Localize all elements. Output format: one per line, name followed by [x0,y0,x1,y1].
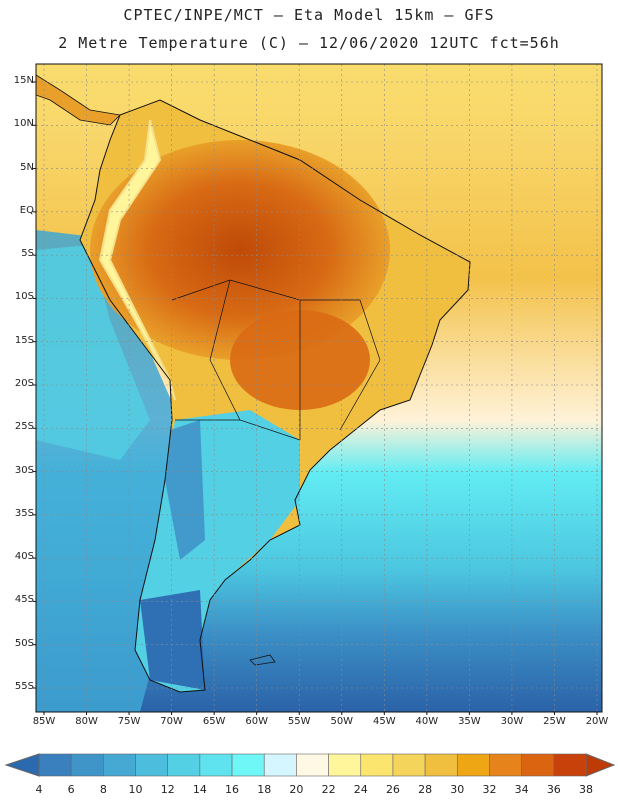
colorbar-label: 14 [192,783,207,796]
lat-label: 10S [14,291,34,303]
colorbar-box [296,753,329,777]
colorbar-box [392,753,426,777]
colorbar-label: 30 [450,783,465,796]
lat-label: 15N [13,75,34,86]
lat-label: 15S [14,334,34,346]
colorbar-label: 18 [257,783,272,796]
lon-label: 80W [75,716,98,727]
lat-label: 25S [14,421,34,433]
lon-label: 50W [330,716,354,727]
lat-label: 50S [14,637,34,649]
lat-label: 5S [21,248,34,260]
lon-label: 65W [202,716,226,727]
colorbar-label: 20 [289,783,304,796]
colorbar-box [360,753,394,777]
lat-label: 5N [20,161,34,173]
lat-label: 35S [14,507,34,519]
colorbar-label: 12 [160,783,175,796]
lon-label: 35W [458,716,481,727]
colorbar-box [199,753,233,777]
colorbar-label: 22 [321,783,336,796]
colorbar-box [521,753,555,777]
colorbar-box [263,753,297,777]
lon-label: 20W [585,716,609,727]
lon-label: 55W [287,716,311,727]
colorbar-low-arrow [4,753,40,777]
lon-label: 25W [543,716,566,727]
lon-label: 70W [160,716,183,727]
falklands [249,654,276,666]
amazon-hot-core [90,140,390,360]
lat-label: 45S [14,594,34,606]
lon-label: 30W [500,716,524,727]
lat-label: 30S [14,464,34,476]
colorbar-box [231,753,265,777]
lon-label: 85W [32,716,56,727]
colorbar-box [70,753,104,777]
lon-label: 40W [415,716,439,727]
colorbar-box [489,753,522,777]
colorbar-label: 6 [67,783,75,796]
colorbar-label: 4 [35,783,43,796]
map-frame [35,63,603,713]
colorbar-box [135,753,169,777]
colorbar-label: 26 [385,783,400,796]
colorbar-box [167,753,201,777]
lat-label: 20S [14,378,34,389]
colorbar-label: 28 [418,783,433,796]
andes-ridge [98,119,176,401]
colorbar-label: 10 [128,783,143,796]
chart-title: CPTEC/INPE/MCT – Eta Model 15km – GFS [123,6,495,24]
colorbar-label: 32 [482,783,497,796]
colorbar-label: 38 [579,783,593,796]
colorbar-label: 36 [546,783,561,796]
colorbar-box [328,753,362,777]
lat-label: 40S [14,551,34,563]
colorbar-label: 34 [514,783,529,796]
lat-label: EQ [19,204,34,216]
colorbar-box [424,753,458,777]
colorbar-box [553,753,587,777]
lat-label: 55S [14,681,34,692]
country-borders [171,279,381,441]
colorbar-high-arrow [585,753,616,777]
colorbar-box [103,753,136,777]
colorbar-label: 24 [353,783,368,796]
lon-label: 45W [372,716,396,727]
lon-label: 60W [245,716,268,727]
colorbar-label: 8 [99,783,107,796]
colorbar-label: 16 [225,783,240,796]
coastline [79,99,471,693]
lat-label: 10N [13,118,34,130]
lon-label: 75W [117,716,141,727]
colorbar-box [38,753,72,777]
chart-subtitle: 2 Metre Temperature (C) – 12/06/2020 12U… [58,34,560,52]
colorbar-box [456,753,490,777]
central-america [36,74,121,126]
graticule [36,64,602,712]
